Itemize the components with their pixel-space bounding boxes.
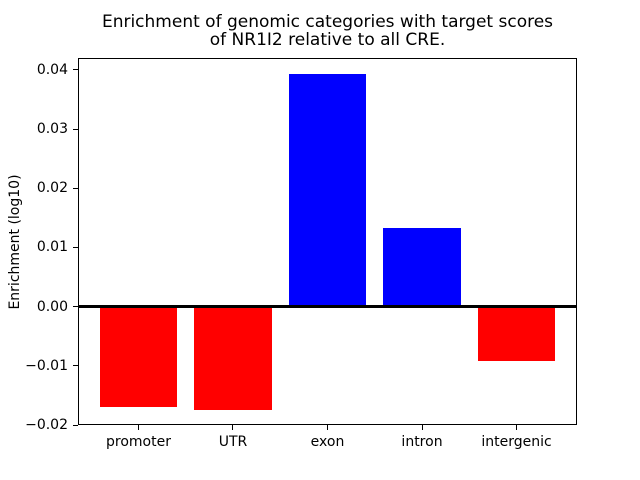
y-tick-mark [73, 187, 78, 189]
x-tick-mark [137, 425, 139, 430]
y-tick-mark [73, 69, 78, 71]
chart-title-line-1: Enrichment of genomic categories with ta… [101, 12, 554, 32]
bar-promoter [99, 306, 178, 408]
y-tick-mark [73, 306, 78, 308]
y-tick-label: 0.03 [36, 121, 68, 138]
x-tick-mark [232, 425, 234, 430]
zero-baseline [78, 305, 577, 309]
bar-intron [383, 227, 461, 307]
x-tick-label-intergenic: intergenic [481, 434, 552, 450]
bar-UTR [194, 306, 272, 411]
y-tick-label: 0.04 [36, 61, 68, 78]
y-tick-label: 0.00 [36, 298, 68, 315]
bar-exon [288, 73, 367, 307]
bar-intergenic [477, 306, 556, 362]
chart-title-line-2: of NR1I2 relative to all CRE. [209, 30, 446, 50]
x-tick-mark [516, 425, 517, 430]
y-tick-mark [73, 424, 78, 426]
chart-title: Enrichment of genomic categories with ta… [78, 13, 577, 49]
y-tick-mark [73, 365, 78, 367]
x-tick-label-exon: exon [310, 434, 345, 450]
x-tick-mark [421, 425, 423, 430]
x-tick-label-UTR: UTR [218, 434, 248, 450]
x-tick-label-intron: intron [401, 434, 443, 450]
y-tick-label: 0.01 [36, 239, 68, 256]
x-tick-mark [327, 425, 328, 430]
y-tick-mark [73, 128, 78, 130]
y-tick-label: −0.01 [25, 357, 68, 374]
y-tick-label: −0.02 [25, 417, 68, 433]
y-tick-label: 0.02 [36, 180, 68, 197]
x-tick-label-promoter: promoter [106, 434, 171, 450]
y-tick-mark [73, 246, 78, 248]
